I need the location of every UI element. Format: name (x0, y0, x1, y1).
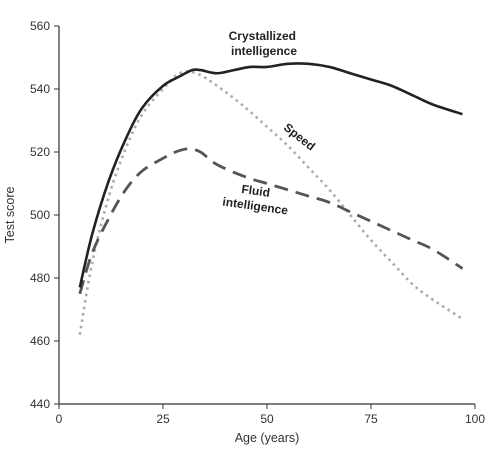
series-label-crystallized-line-1: Crystallized (229, 29, 296, 43)
series-label-crystallized-line-2: intelligence (231, 44, 297, 58)
series-line-crystallized (78, 62, 463, 288)
series-label-crystallized: Crystallized intelligence (229, 29, 300, 58)
y-axis-title: Test score (3, 186, 17, 243)
y-tick-label: 540 (30, 82, 50, 96)
y-tick-label: 500 (30, 208, 50, 222)
x-axis-title: Age (years) (235, 431, 300, 445)
y-axis-ticks: 440 460 480 500 520 540 560 (30, 19, 59, 411)
y-tick-label: 460 (30, 334, 50, 348)
y-tick-label: 560 (30, 19, 50, 33)
series-line-fluid (78, 147, 464, 295)
series-layer (78, 62, 464, 335)
x-tick-label: 25 (156, 412, 170, 426)
series-label-speed: Speed (281, 120, 318, 153)
series-label-fluid: Fluid intelligence (222, 180, 292, 218)
x-axis-ticks: 0 25 50 75 100 (56, 404, 485, 426)
y-tick-label: 480 (30, 271, 50, 285)
x-tick-label: 100 (465, 412, 485, 426)
x-tick-label: 0 (56, 412, 63, 426)
y-tick-label: 440 (30, 397, 50, 411)
series-line-speed (78, 70, 464, 335)
series-label-fluid-line-1: Fluid (241, 182, 271, 200)
x-tick-label: 50 (260, 412, 274, 426)
x-tick-label: 75 (364, 412, 378, 426)
y-tick-label: 520 (30, 145, 50, 159)
